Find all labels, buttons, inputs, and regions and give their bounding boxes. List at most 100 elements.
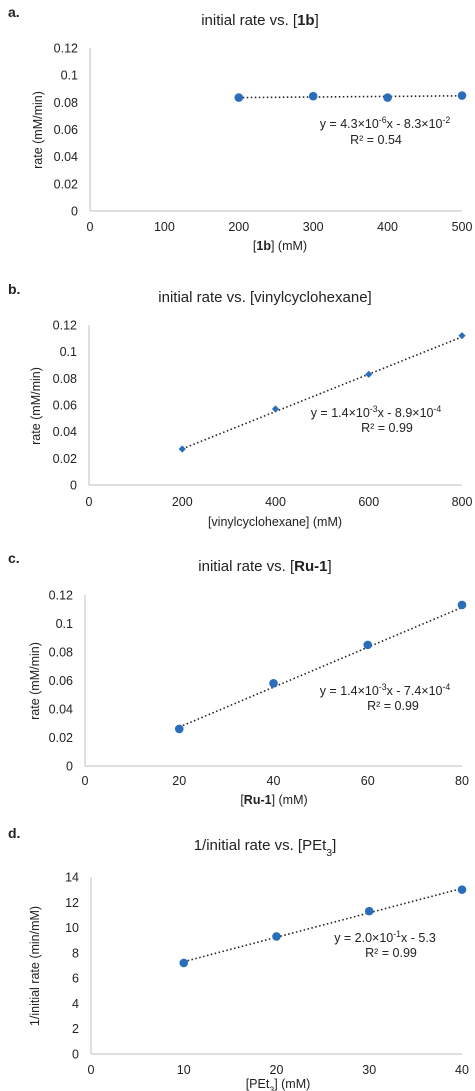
y-tick-label: 0.12: [54, 42, 78, 56]
x-tick-label: 800: [452, 495, 473, 509]
trendline-equation: y = 1.4×10-3x - 7.4×10-4: [320, 682, 451, 698]
x-tick-label: 300: [303, 220, 324, 234]
y-tick-label: 0: [71, 205, 78, 219]
y-tick-label: 0.04: [54, 150, 78, 164]
x-axis-label: [Ru-1] (mM): [240, 793, 307, 807]
y-tick-label: 0.04: [49, 703, 73, 717]
x-tick-label: 20: [172, 774, 186, 788]
y-tick-label: 0.12: [53, 319, 77, 333]
y-tick-label: 0.1: [61, 69, 78, 83]
chart-title: initial rate vs. [1b]: [201, 12, 319, 29]
chart-title: initial rate vs. [vinylcyclohexane]: [158, 289, 371, 306]
chart-a: a. initial rate vs. [1b] 0 0.02 0.04 0.06 0.08…: [8, 4, 473, 253]
y-tick-label: 0.02: [54, 177, 78, 191]
data-point: [457, 885, 467, 894]
y-tick-label: 2: [72, 1022, 79, 1036]
chart-b: b. initial rate vs. [vinylcyclohexane] 0 0.…: [8, 281, 473, 529]
data-point: [365, 370, 373, 378]
chart-panel-b: b. initial rate vs. [vinylcyclohexane] 0 0.…: [0, 272, 475, 540]
data-point: [457, 600, 467, 610]
r-squared: R² = 0.54: [350, 133, 402, 147]
y-tick-label: 0.12: [49, 589, 73, 603]
chart-panel-a: a. initial rate vs. [1b] 0 0.02 0.04 0.06 0.08…: [0, 0, 475, 262]
y-tick-label: 0.02: [49, 731, 73, 745]
data-point: [174, 724, 184, 734]
y-tick-label: 0: [66, 760, 73, 774]
chart-title: 1/initial rate vs. [PEt3]: [194, 837, 337, 859]
x-axis-label: [1b] (mM): [253, 239, 307, 253]
data-point: [363, 640, 373, 650]
chart-title: initial rate vs. [Ru-1]: [198, 558, 331, 575]
trendline-equation: y = 1.4×10-3x - 8.9×10-4: [311, 404, 442, 420]
y-tick-label: 14: [65, 871, 79, 885]
x-tick-label: 20: [270, 1063, 284, 1077]
chart-panel-c: c. initial rate vs. [Ru-1] 0 0.02 0.04 0.06 0.…: [0, 545, 475, 813]
x-tick-label: 10: [177, 1063, 191, 1077]
y-axis-label: rate (mM/min): [28, 642, 42, 720]
x-tick-label: 400: [377, 220, 398, 234]
x-tick-label: 80: [455, 774, 469, 788]
y-tick-label: 10: [65, 921, 79, 935]
y-tick-label: 0.02: [53, 452, 77, 466]
y-tick-label: 0.08: [49, 646, 73, 660]
trendline-equation: y = 2.0×10-1x - 5.3: [334, 929, 436, 945]
x-tick-label: 400: [265, 495, 286, 509]
x-tick-label: 200: [172, 495, 193, 509]
data-point: [383, 93, 392, 102]
x-tick-label: 100: [154, 220, 175, 234]
y-tick-label: 12: [65, 896, 79, 910]
x-tick-label: 40: [267, 774, 281, 788]
y-tick-label: 0.06: [49, 674, 73, 688]
data-point: [269, 679, 278, 688]
x-tick-label: 200: [228, 220, 249, 234]
data-point: [178, 445, 186, 453]
x-tick-label: 30: [362, 1063, 376, 1077]
y-tick-label: 0.1: [56, 617, 73, 631]
trendline: [181, 336, 463, 450]
y-tick-label: 0.06: [53, 399, 77, 413]
x-tick-label: 0: [88, 1063, 95, 1077]
y-axis-label: 1/initial rate (min/mM): [28, 906, 42, 1026]
panel-label: c.: [8, 550, 20, 566]
x-tick-label: 60: [361, 774, 375, 788]
data-point: [364, 906, 374, 916]
data-point: [458, 332, 466, 340]
chart-panel-d: d. 1/initial rate vs. [PEt3] 0 2 4 6 8 10 12 14 0 1…: [0, 820, 475, 1091]
x-tick-label: 0: [86, 495, 93, 509]
data-point: [272, 932, 281, 941]
data-point: [271, 405, 280, 413]
panel-label: d.: [8, 825, 20, 841]
chart-d: d. 1/initial rate vs. [PEt3] 0 2 4 6 8 10 12 14 0 1…: [8, 825, 469, 1091]
trendline: [238, 95, 463, 99]
x-axis-label: [PEt3] (mM): [246, 1077, 311, 1091]
data-point: [457, 91, 467, 100]
r-squared: R² = 0.99: [361, 421, 413, 435]
y-tick-label: 8: [72, 946, 79, 960]
r-squared: R² = 0.99: [367, 699, 419, 713]
y-tick-label: 0.08: [53, 372, 77, 386]
data-point: [308, 91, 318, 101]
y-tick-label: 0.06: [54, 123, 78, 137]
x-tick-label: 500: [452, 220, 473, 234]
trendline: [183, 887, 463, 963]
y-tick-label: 0.08: [54, 96, 78, 110]
y-tick-label: 0.1: [60, 345, 77, 359]
x-tick-label: 40: [455, 1063, 469, 1077]
y-axis-label: rate (mM/min): [29, 367, 43, 445]
y-tick-label: 0: [72, 1048, 79, 1062]
y-tick-label: 0.04: [53, 425, 77, 439]
trendline: [178, 606, 463, 728]
x-tick-label: 600: [358, 495, 379, 509]
y-axis-label: rate (mM/min): [31, 91, 45, 169]
trendline-equation: y = 4.3×10-6x - 8.3×10-2: [320, 115, 451, 131]
chart-c: c. initial rate vs. [Ru-1] 0 0.02 0.04 0.06 0.…: [8, 550, 469, 807]
panel-label: a.: [8, 4, 20, 20]
x-tick-label: 0: [82, 774, 89, 788]
r-squared: R² = 0.99: [365, 946, 417, 960]
data-point: [234, 93, 244, 102]
panel-label: b.: [8, 281, 20, 297]
y-tick-label: 4: [72, 997, 79, 1011]
x-tick-label: 0: [87, 220, 94, 234]
data-point: [179, 958, 189, 968]
y-tick-label: 0: [70, 479, 77, 493]
